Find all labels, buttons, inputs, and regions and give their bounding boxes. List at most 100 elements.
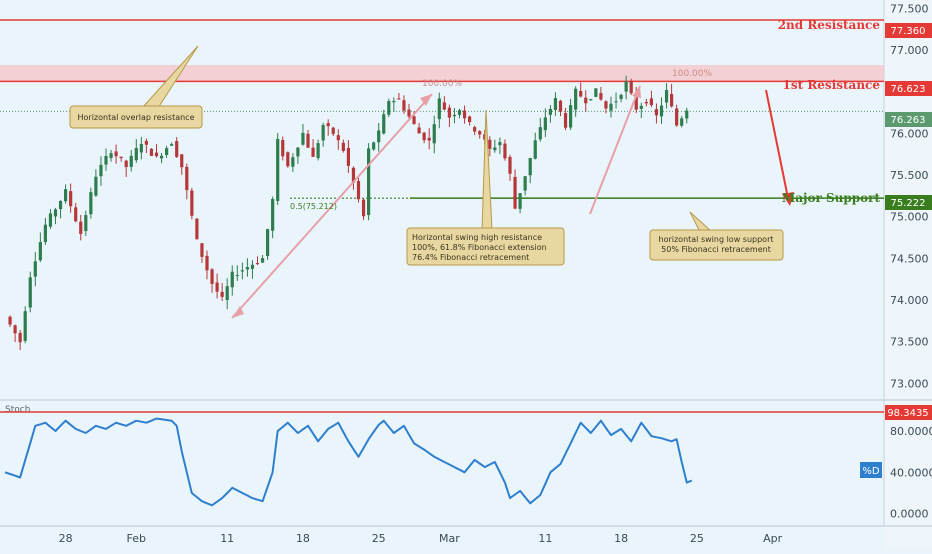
fib-retrace-label: 0.5(75.212)	[290, 202, 337, 211]
second-resistance-label: 2nd Resistance	[778, 18, 881, 32]
candle	[8, 315, 12, 328]
candle-body	[190, 190, 194, 216]
candle	[422, 131, 426, 144]
price-tick-label: 75.000	[890, 211, 929, 224]
candle-body	[452, 114, 457, 117]
stochastic-series	[4, 417, 693, 507]
candle-body	[594, 88, 598, 97]
candle	[341, 139, 345, 153]
time-tick-label: 25	[690, 532, 704, 545]
candle	[493, 139, 497, 153]
stoch-d-line	[4, 417, 693, 507]
candle-body	[119, 156, 123, 159]
candle-body	[311, 147, 315, 157]
candle-body	[200, 243, 204, 257]
candle-body	[240, 270, 244, 272]
candle	[654, 103, 659, 124]
candle-body	[260, 258, 265, 263]
candle	[594, 88, 598, 98]
candle-body	[266, 229, 270, 257]
candle	[84, 210, 88, 237]
candle	[276, 132, 280, 205]
candle-body	[654, 109, 659, 116]
candle	[685, 107, 689, 124]
candle	[599, 86, 603, 101]
candle-body	[372, 142, 376, 150]
candle	[528, 157, 532, 184]
candle	[149, 148, 154, 157]
candle	[48, 208, 53, 229]
candle-body	[89, 192, 93, 215]
candle	[170, 142, 174, 146]
candle-body	[397, 98, 401, 100]
candle	[185, 163, 189, 200]
candle-body	[74, 207, 78, 222]
candle-body	[53, 209, 58, 217]
price-tick-label: 74.500	[890, 252, 929, 265]
price-tick-label: 73.000	[890, 377, 929, 390]
candle-body	[154, 152, 159, 157]
candle	[619, 93, 623, 103]
candle	[301, 123, 305, 146]
candle	[407, 103, 411, 119]
candle	[64, 184, 68, 204]
candle-body	[437, 98, 441, 120]
candle-body	[432, 124, 436, 144]
overlap-callout: Horizontal overlap resistance	[69, 45, 203, 129]
candle-body	[351, 167, 356, 183]
candle	[240, 262, 244, 280]
candle	[58, 200, 63, 219]
time-tick-label: 18	[614, 532, 628, 545]
candle	[468, 115, 472, 126]
candle-body	[144, 140, 148, 145]
candle	[614, 92, 618, 109]
candle-body	[599, 93, 603, 100]
candle	[260, 254, 265, 263]
time-tick-label: Feb	[127, 532, 146, 545]
candle-body	[629, 80, 633, 94]
candle	[543, 108, 547, 138]
candle-body	[235, 275, 239, 277]
overlap-callout-text: Horizontal overlap resistance	[78, 113, 195, 122]
time-tick-labels: 28 Feb 11 18 25 Mar 11 18 25 Apr	[59, 532, 783, 545]
candle-body	[321, 125, 325, 141]
candle	[134, 139, 138, 163]
candle	[144, 138, 148, 154]
candle-body	[301, 132, 305, 145]
candle	[190, 187, 194, 220]
candle-body	[680, 118, 684, 126]
candle	[220, 283, 224, 302]
candle	[296, 146, 300, 164]
candle-body	[462, 110, 467, 119]
candle-body	[286, 152, 290, 167]
second-resistance-tag: 77.360	[891, 26, 926, 37]
candle-body	[377, 130, 381, 143]
candle-body	[48, 213, 53, 227]
candle	[210, 268, 214, 293]
candle-body	[28, 277, 32, 308]
candle-body	[84, 215, 88, 232]
first-resistance-tag: 76.623	[891, 84, 926, 95]
candle	[38, 232, 42, 263]
fib-extension-lines: 100.00% 100.00% 0.5(75.212)	[231, 69, 712, 319]
candle-body	[649, 98, 653, 106]
candle-body	[392, 100, 396, 103]
second-resistance-tag-bg	[885, 23, 932, 38]
time-tick-label: 11	[538, 532, 552, 545]
candle	[215, 273, 219, 299]
candle-body	[134, 148, 138, 161]
candle	[427, 128, 431, 150]
candle-body	[457, 110, 462, 115]
candle	[311, 139, 315, 158]
candle-body	[367, 148, 371, 216]
candle-body	[109, 153, 113, 159]
projection-arrow	[765, 89, 794, 206]
candle	[165, 145, 169, 158]
fib-upswing-line	[231, 93, 433, 319]
candle-body	[271, 198, 275, 231]
current-price-tag: 76.263	[891, 115, 926, 126]
swing-low-line-2: 50% Fibonacci retracement	[661, 245, 771, 254]
swing-high-line-2: 100%, 61.8% Fibonacci extension	[412, 243, 547, 252]
